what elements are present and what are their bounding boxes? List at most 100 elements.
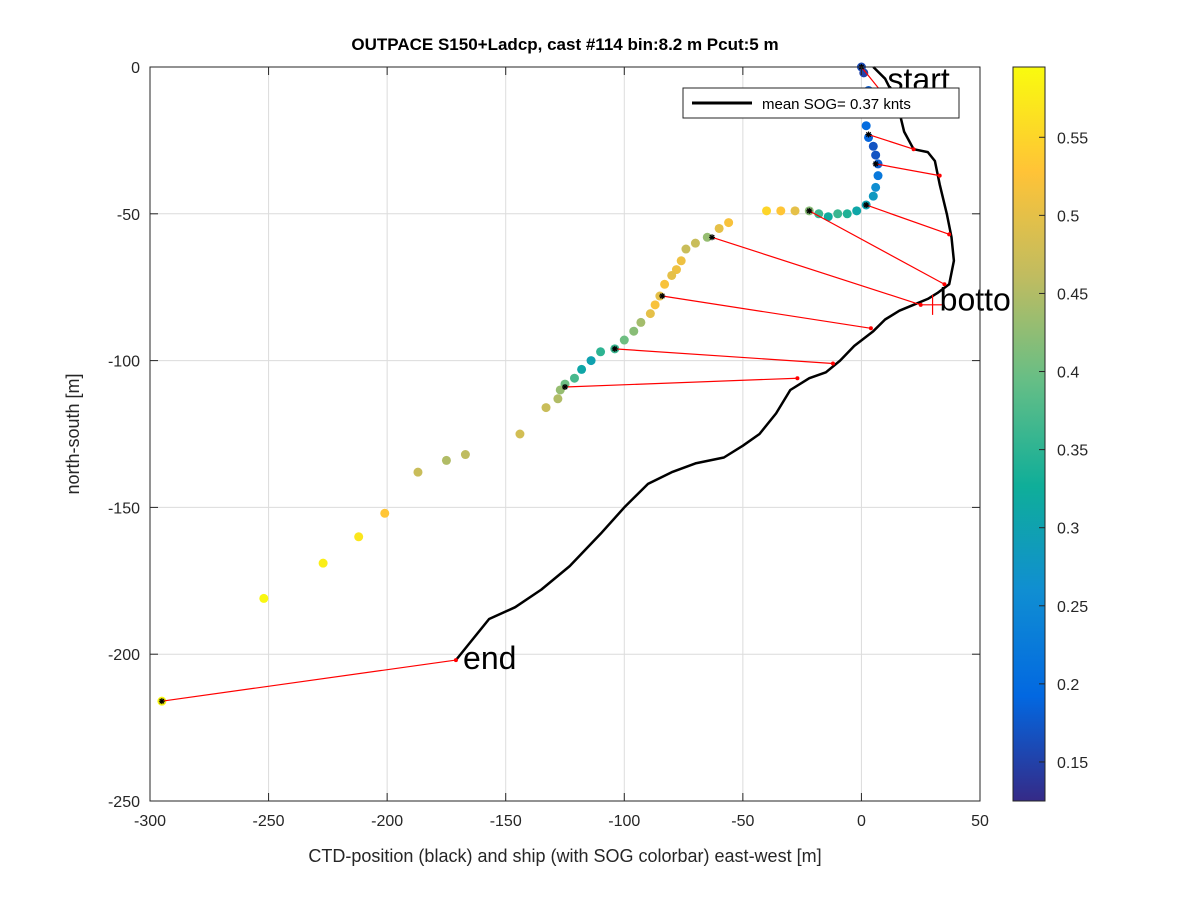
ship-marker (806, 207, 813, 214)
colorbar-tick-label: 0.5 (1057, 208, 1079, 225)
ship-point (553, 394, 563, 404)
connector-line (564, 377, 798, 388)
ship-marker (865, 131, 872, 138)
x-tick-label: -250 (253, 813, 285, 830)
ship-marker (562, 384, 568, 391)
x-tick-label: -300 (134, 813, 166, 830)
ship-marker (158, 698, 165, 705)
ship-point (354, 532, 364, 542)
ship-point (833, 209, 843, 219)
ship-point (667, 270, 677, 280)
axes-box (149, 66, 981, 802)
annotation-end: end (463, 640, 516, 676)
ship-point (871, 150, 881, 160)
colorbar-tick-label: 0.2 (1057, 677, 1079, 694)
x-tick-label: -150 (490, 813, 522, 830)
ship-point (776, 206, 786, 216)
ctd-marker (942, 282, 947, 287)
colorbar: 0.15 0.2 0.25 0.3 0.35 0.4 0.45 0.5 0.55 (1012, 66, 1088, 802)
ship-point (868, 191, 878, 201)
ship-point (823, 212, 833, 222)
ship-point (690, 238, 700, 248)
ctd-track-line (454, 66, 956, 661)
colorbar-tick-label: 0.35 (1057, 443, 1088, 460)
ctd-marker (795, 376, 800, 381)
colorbar-tick-label: 0.45 (1057, 286, 1088, 303)
ship-point (619, 335, 629, 345)
ship-point (660, 279, 670, 289)
colorbar-gradient (1012, 66, 1046, 802)
bottom-marker (922, 294, 943, 315)
ship-point (868, 141, 878, 151)
ship-point (555, 385, 565, 395)
legend-entry: mean SOG= 0.37 knts (762, 96, 911, 113)
ship-point (413, 467, 423, 477)
ship-point (650, 300, 660, 310)
y-tick-label: -150 (108, 500, 140, 517)
connector-line (161, 659, 456, 702)
ctd-track (454, 66, 956, 661)
ctd-marker (868, 326, 873, 331)
ship-marker (709, 234, 716, 241)
ship-point (629, 326, 639, 336)
connector-lines (161, 66, 950, 702)
y-tick-label: -200 (108, 647, 140, 664)
x-tick-label: -50 (731, 813, 754, 830)
axes-background (150, 67, 980, 801)
ship-point (842, 209, 852, 219)
y-tick-label: 0 (131, 60, 140, 77)
ctd-marker (830, 361, 835, 366)
ctd-marker (918, 302, 923, 307)
ship-point (318, 558, 328, 568)
connector-line (865, 204, 950, 235)
ship-point (645, 309, 655, 319)
ctd-marker (937, 173, 942, 178)
chart-title: OUTPACE S150+Ladcp, cast #114 bin:8.2 m … (351, 35, 778, 54)
x-tick-label: 0 (857, 813, 866, 830)
connector-line (860, 66, 881, 91)
connector-line (808, 210, 945, 285)
ctd-marker (911, 147, 916, 152)
colorbar-ticks: 0.15 0.2 0.25 0.3 0.35 0.4 0.45 0.5 0.55 (1039, 130, 1088, 772)
ship-point (259, 593, 269, 603)
ship-point (441, 455, 451, 465)
colorbar-tick-label: 0.55 (1057, 130, 1088, 147)
ship-point (460, 450, 470, 460)
ship-point (636, 317, 646, 327)
ship-point (762, 206, 772, 216)
x-tick-label: -200 (371, 813, 403, 830)
connector-line (662, 295, 872, 329)
x-tick-label: -100 (608, 813, 640, 830)
colorbar-tick-label: 0.15 (1057, 755, 1088, 772)
x-tick-label: 50 (971, 813, 989, 830)
colorbar-tick-label: 0.25 (1057, 599, 1088, 616)
connector-line (614, 348, 834, 365)
ship-point (871, 182, 881, 192)
ship-point (861, 121, 871, 131)
colorbar-tick-label: 0.3 (1057, 521, 1079, 538)
ctd-marker (947, 232, 952, 237)
ship-point (596, 347, 606, 357)
ship-point (714, 223, 724, 233)
y-tick-label: -100 (108, 354, 140, 371)
ship-point (676, 256, 686, 266)
ship-marker (872, 160, 879, 167)
ship-point (515, 429, 525, 439)
connector-line (711, 236, 921, 306)
y-tick-label: -50 (117, 207, 140, 224)
ship-point (577, 364, 587, 374)
ship-point (814, 209, 824, 219)
ship-point (380, 508, 390, 518)
y-axis-label: north-south [m] (63, 373, 83, 494)
ship-point (852, 206, 862, 216)
connector-line (868, 133, 914, 150)
ship-marker (611, 345, 618, 352)
ship-point (724, 218, 734, 228)
ship-point (790, 206, 800, 216)
ship-marker (863, 201, 870, 208)
axis-ticks: -300 -250 -200 -150 -100 -50 0 50 0 -50 -100 -150 -2… (108, 60, 989, 830)
legend: mean SOG= 0.37 knts (682, 87, 960, 119)
ship-point (702, 232, 712, 242)
